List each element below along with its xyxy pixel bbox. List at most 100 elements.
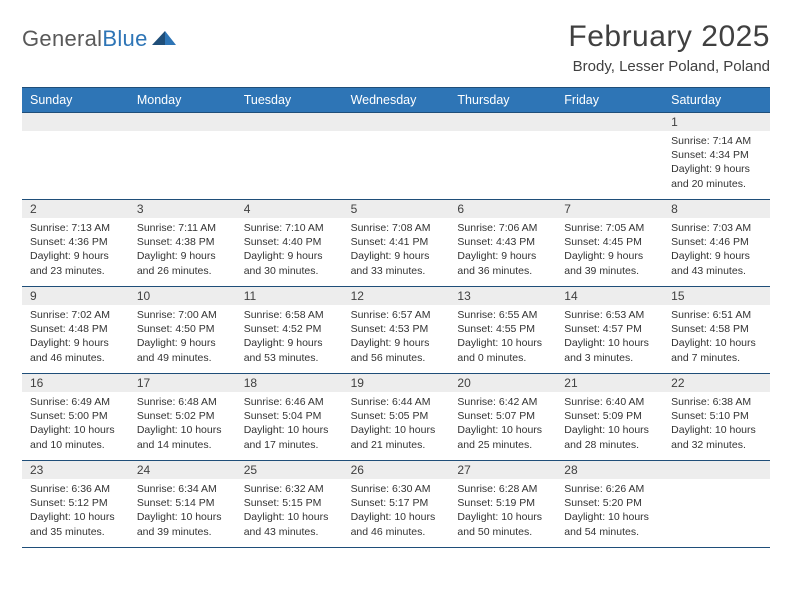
daylight-text-2: and 46 minutes. xyxy=(351,525,442,539)
daylight-text-1: Daylight: 10 hours xyxy=(564,510,655,524)
daylight-text-1: Daylight: 9 hours xyxy=(244,249,335,263)
day-number xyxy=(663,461,770,479)
day-number: 3 xyxy=(129,200,236,218)
calendar-cell: 3Sunrise: 7:11 AMSunset: 4:38 PMDaylight… xyxy=(129,200,236,286)
daylight-text-1: Daylight: 10 hours xyxy=(671,423,762,437)
sunset-text: Sunset: 5:12 PM xyxy=(30,496,121,510)
calendar-cell: 27Sunrise: 6:28 AMSunset: 5:19 PMDayligh… xyxy=(449,461,556,547)
calendar-cell xyxy=(556,113,663,199)
day-details: Sunrise: 7:14 AMSunset: 4:34 PMDaylight:… xyxy=(663,131,770,195)
daylight-text-1: Daylight: 9 hours xyxy=(351,249,442,263)
calendar-cell: 23Sunrise: 6:36 AMSunset: 5:12 PMDayligh… xyxy=(22,461,129,547)
day-number: 22 xyxy=(663,374,770,392)
day-number: 26 xyxy=(343,461,450,479)
sunrise-text: Sunrise: 7:05 AM xyxy=(564,221,655,235)
daylight-text-1: Daylight: 9 hours xyxy=(244,336,335,350)
sunset-text: Sunset: 4:57 PM xyxy=(564,322,655,336)
sunset-text: Sunset: 5:07 PM xyxy=(457,409,548,423)
day-number: 2 xyxy=(22,200,129,218)
sunrise-text: Sunrise: 7:13 AM xyxy=(30,221,121,235)
sunrise-text: Sunrise: 7:03 AM xyxy=(671,221,762,235)
sunset-text: Sunset: 4:53 PM xyxy=(351,322,442,336)
day-details: Sunrise: 7:03 AMSunset: 4:46 PMDaylight:… xyxy=(663,218,770,282)
day-number xyxy=(129,113,236,131)
daylight-text-2: and 7 minutes. xyxy=(671,351,762,365)
logo-text: GeneralBlue xyxy=(22,26,148,52)
page-title: February 2025 xyxy=(568,20,770,54)
day-details: Sunrise: 7:13 AMSunset: 4:36 PMDaylight:… xyxy=(22,218,129,282)
sunrise-text: Sunrise: 6:46 AM xyxy=(244,395,335,409)
daylight-text-2: and 28 minutes. xyxy=(564,438,655,452)
logo-mark-icon xyxy=(152,27,178,52)
daylight-text-2: and 14 minutes. xyxy=(137,438,228,452)
calendar-week: 23Sunrise: 6:36 AMSunset: 5:12 PMDayligh… xyxy=(22,461,770,548)
day-number: 14 xyxy=(556,287,663,305)
day-number xyxy=(236,113,343,131)
sunrise-text: Sunrise: 6:51 AM xyxy=(671,308,762,322)
day-number: 13 xyxy=(449,287,556,305)
calendar-cell: 5Sunrise: 7:08 AMSunset: 4:41 PMDaylight… xyxy=(343,200,450,286)
sunset-text: Sunset: 5:19 PM xyxy=(457,496,548,510)
sunset-text: Sunset: 5:09 PM xyxy=(564,409,655,423)
sunset-text: Sunset: 4:48 PM xyxy=(30,322,121,336)
daylight-text-2: and 50 minutes. xyxy=(457,525,548,539)
sunset-text: Sunset: 4:34 PM xyxy=(671,148,762,162)
day-number: 19 xyxy=(343,374,450,392)
daylight-text-1: Daylight: 10 hours xyxy=(457,336,548,350)
calendar-cell: 26Sunrise: 6:30 AMSunset: 5:17 PMDayligh… xyxy=(343,461,450,547)
daylight-text-2: and 46 minutes. xyxy=(30,351,121,365)
sunrise-text: Sunrise: 6:57 AM xyxy=(351,308,442,322)
calendar-cell: 8Sunrise: 7:03 AMSunset: 4:46 PMDaylight… xyxy=(663,200,770,286)
page-subtitle: Brody, Lesser Poland, Poland xyxy=(568,58,770,75)
day-details: Sunrise: 7:10 AMSunset: 4:40 PMDaylight:… xyxy=(236,218,343,282)
sunrise-text: Sunrise: 6:30 AM xyxy=(351,482,442,496)
sunset-text: Sunset: 5:00 PM xyxy=(30,409,121,423)
day-details: Sunrise: 7:02 AMSunset: 4:48 PMDaylight:… xyxy=(22,305,129,369)
day-details: Sunrise: 7:06 AMSunset: 4:43 PMDaylight:… xyxy=(449,218,556,282)
calendar-week: 2Sunrise: 7:13 AMSunset: 4:36 PMDaylight… xyxy=(22,200,770,287)
calendar-cell: 22Sunrise: 6:38 AMSunset: 5:10 PMDayligh… xyxy=(663,374,770,460)
day-details: Sunrise: 6:51 AMSunset: 4:58 PMDaylight:… xyxy=(663,305,770,369)
day-details: Sunrise: 6:58 AMSunset: 4:52 PMDaylight:… xyxy=(236,305,343,369)
title-block: February 2025 Brody, Lesser Poland, Pola… xyxy=(568,20,770,75)
sunset-text: Sunset: 4:50 PM xyxy=(137,322,228,336)
daylight-text-2: and 25 minutes. xyxy=(457,438,548,452)
daylight-text-2: and 35 minutes. xyxy=(30,525,121,539)
calendar-cell: 2Sunrise: 7:13 AMSunset: 4:36 PMDaylight… xyxy=(22,200,129,286)
daylight-text-1: Daylight: 9 hours xyxy=(30,249,121,263)
day-number: 6 xyxy=(449,200,556,218)
sunrise-text: Sunrise: 7:08 AM xyxy=(351,221,442,235)
daylight-text-2: and 17 minutes. xyxy=(244,438,335,452)
sunset-text: Sunset: 5:05 PM xyxy=(351,409,442,423)
sunset-text: Sunset: 4:52 PM xyxy=(244,322,335,336)
logo: GeneralBlue xyxy=(22,20,178,52)
daylight-text-1: Daylight: 10 hours xyxy=(671,336,762,350)
calendar-cell xyxy=(343,113,450,199)
day-number: 17 xyxy=(129,374,236,392)
sunrise-text: Sunrise: 6:42 AM xyxy=(457,395,548,409)
weekday-header: Sunday Monday Tuesday Wednesday Thursday… xyxy=(22,87,770,113)
sunrise-text: Sunrise: 6:53 AM xyxy=(564,308,655,322)
day-details: Sunrise: 6:30 AMSunset: 5:17 PMDaylight:… xyxy=(343,479,450,543)
daylight-text-2: and 43 minutes. xyxy=(244,525,335,539)
daylight-text-1: Daylight: 10 hours xyxy=(30,423,121,437)
logo-word2: Blue xyxy=(102,26,147,51)
sunrise-text: Sunrise: 6:32 AM xyxy=(244,482,335,496)
sunrise-text: Sunrise: 6:38 AM xyxy=(671,395,762,409)
day-details: Sunrise: 6:49 AMSunset: 5:00 PMDaylight:… xyxy=(22,392,129,456)
day-number: 18 xyxy=(236,374,343,392)
calendar-cell xyxy=(449,113,556,199)
sunset-text: Sunset: 4:46 PM xyxy=(671,235,762,249)
sunset-text: Sunset: 4:36 PM xyxy=(30,235,121,249)
daylight-text-1: Daylight: 10 hours xyxy=(244,423,335,437)
day-number: 28 xyxy=(556,461,663,479)
calendar-cell: 16Sunrise: 6:49 AMSunset: 5:00 PMDayligh… xyxy=(22,374,129,460)
calendar-cell: 28Sunrise: 6:26 AMSunset: 5:20 PMDayligh… xyxy=(556,461,663,547)
calendar-cell xyxy=(663,461,770,547)
day-details: Sunrise: 7:05 AMSunset: 4:45 PMDaylight:… xyxy=(556,218,663,282)
sunrise-text: Sunrise: 6:28 AM xyxy=(457,482,548,496)
daylight-text-2: and 3 minutes. xyxy=(564,351,655,365)
sunset-text: Sunset: 4:38 PM xyxy=(137,235,228,249)
daylight-text-2: and 30 minutes. xyxy=(244,264,335,278)
day-details: Sunrise: 6:53 AMSunset: 4:57 PMDaylight:… xyxy=(556,305,663,369)
